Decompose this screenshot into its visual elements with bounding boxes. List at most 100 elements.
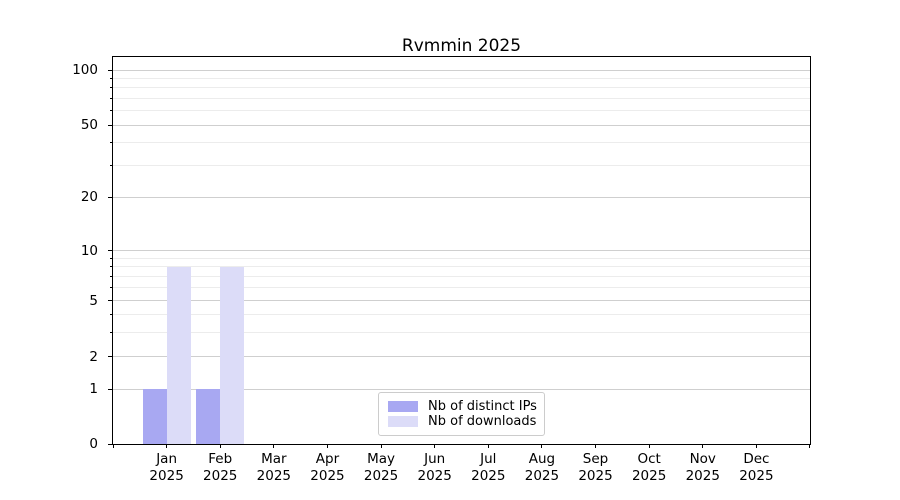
y-axis-tick	[108, 196, 113, 198]
x-axis-tick-label-line: Jan	[156, 451, 178, 467]
y-axis-minor-tick	[110, 287, 113, 289]
y-axis-minor-tick	[110, 275, 113, 277]
x-axis-tick-label-line: Dec	[743, 451, 770, 467]
x-axis-tick-label: Apr 2025	[295, 451, 359, 485]
x-axis-tick-label-line: Apr	[315, 451, 340, 467]
y-axis-tick	[108, 443, 113, 445]
x-axis-tick	[487, 444, 489, 448]
bar-downloads	[220, 266, 245, 444]
grid-line-minor	[113, 287, 810, 289]
x-axis-tick-label-line: Sep	[582, 451, 609, 467]
bar-distinct-ips	[142, 389, 167, 444]
x-axis-tick	[166, 444, 168, 448]
x-axis-tick-label-line: Nov	[689, 451, 716, 467]
y-axis-tick-label: 5	[89, 292, 98, 309]
y-axis-minor-tick	[110, 257, 113, 259]
x-axis-tick-label: Feb 2025	[188, 451, 252, 485]
x-axis-edge-tick	[809, 444, 810, 448]
x-axis-tick-label: Jul 2025	[456, 451, 520, 485]
grid-line-minor	[113, 257, 810, 259]
y-axis-tick	[108, 69, 113, 71]
x-axis-tick-label-line: 2025	[685, 468, 720, 484]
x-axis-tick	[541, 444, 543, 448]
legend: Nb of distinct IPs Nb of downloads	[378, 392, 545, 436]
bar-downloads	[166, 266, 191, 444]
grid-line-major	[113, 69, 810, 71]
y-axis-minor-tick	[110, 142, 113, 144]
y-axis-minor-tick	[110, 78, 113, 79]
x-axis-tick-label-line: 2025	[417, 468, 452, 484]
x-axis-tick-label-line: Jul	[480, 451, 497, 467]
x-axis-tick	[648, 444, 650, 448]
legend-label: Nb of downloads	[428, 414, 537, 429]
grid-line-major	[113, 300, 810, 302]
x-axis-tick-label-line: 2025	[524, 468, 560, 484]
x-axis-edge-tick	[113, 444, 114, 448]
y-axis-tick	[108, 388, 113, 390]
y-axis-tick	[108, 250, 113, 251]
x-axis-tick-label-line: Mar	[261, 451, 287, 467]
y-axis-tick-label: 20	[80, 189, 98, 206]
x-axis-tick	[702, 444, 704, 448]
x-axis-tick-label: Dec 2025	[724, 451, 788, 485]
grid-line-minor	[113, 142, 810, 144]
x-axis-tick-label-line: Aug	[528, 451, 556, 467]
x-axis-tick	[380, 444, 382, 448]
x-axis-tick-label-line: 2025	[256, 468, 292, 484]
x-axis-tick	[219, 444, 221, 448]
legend-label: Nb of distinct IPs	[428, 399, 537, 414]
x-axis-tick-label: Oct 2025	[617, 451, 681, 485]
x-axis-tick-label-line: 2025	[578, 468, 613, 484]
y-axis-minor-tick	[110, 331, 113, 333]
x-axis-tick-label-line: 2025	[739, 468, 774, 484]
grid-line-minor	[113, 313, 810, 315]
x-axis-tick-label: Nov 2025	[671, 451, 735, 485]
bar-distinct-ips	[196, 389, 221, 444]
y-axis-tick-label: 0	[89, 436, 98, 452]
x-axis-tick-label: Jan 2025	[135, 451, 199, 485]
x-axis-tick-label-line: Oct	[637, 451, 661, 467]
legend-row: Nb of downloads	[388, 414, 537, 429]
grid-line-major	[113, 124, 810, 126]
y-axis-minor-tick	[110, 110, 113, 112]
x-axis-tick	[595, 444, 597, 448]
x-axis-tick	[755, 444, 757, 448]
x-axis-tick-label: Aug 2025	[510, 451, 574, 485]
x-axis-tick-label-line: 2025	[149, 468, 184, 484]
y-axis-tick-label: 2	[89, 348, 98, 365]
y-axis-minor-tick	[110, 87, 113, 89]
legend-swatch-downloads	[388, 416, 418, 427]
grid-line-minor	[113, 164, 810, 166]
y-axis-minor-tick	[110, 164, 113, 166]
plot-area: 0 1 2 5 10 20 50 100 Jan 2025 Feb 2025 Mar 2025 Apr 202…	[72, 56, 811, 484]
grid-line-major	[113, 388, 810, 390]
x-axis-tick-label-line: May	[367, 451, 396, 467]
grid-line-minor	[113, 110, 810, 112]
x-axis-tick-label: Mar 2025	[242, 451, 306, 485]
x-axis-tick-label-line: 2025	[631, 468, 667, 484]
grid-line-minor	[113, 331, 810, 333]
grid-line-minor	[113, 97, 810, 99]
x-axis-tick	[273, 444, 275, 448]
x-axis-tick-label-line: 2025	[471, 468, 506, 484]
grid-line-major	[113, 356, 810, 358]
y-axis-tick	[108, 300, 113, 302]
grid-line-major	[113, 196, 810, 198]
y-axis-minor-tick	[110, 266, 113, 268]
x-axis-tick-label-line: 2025	[203, 468, 238, 484]
x-axis-tick	[434, 444, 436, 448]
x-axis-tick-label-line: Jun	[424, 451, 446, 467]
x-axis-tick-label-line: 2025	[363, 468, 399, 484]
legend-row: Nb of distinct IPs	[388, 399, 537, 414]
x-axis-tick-label-line: 2025	[310, 468, 345, 484]
y-axis-tick	[108, 356, 113, 358]
x-axis-tick	[326, 444, 328, 448]
x-axis-tick-label: Jun 2025	[403, 451, 467, 485]
x-axis-tick-label: May 2025	[349, 451, 413, 485]
grid-line-minor	[113, 275, 810, 277]
y-axis-tick-label: 1	[89, 381, 98, 398]
y-axis-tick-label: 10	[80, 242, 98, 259]
y-axis-tick-label: 100	[72, 62, 98, 79]
chart-title: Rvmmin 2025	[401, 36, 522, 56]
grid-line-major	[113, 250, 810, 251]
